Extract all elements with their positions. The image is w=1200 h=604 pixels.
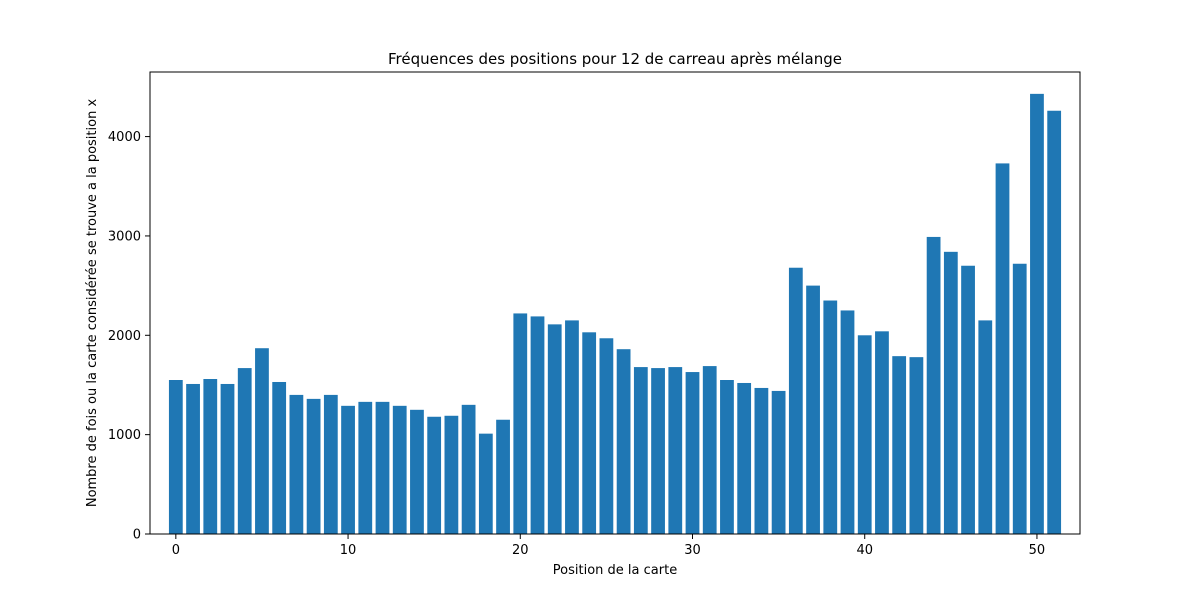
plot-frame — [149, 71, 1081, 535]
bar-position-25 — [599, 338, 614, 534]
bar-position-11 — [358, 401, 373, 534]
bar-position-29 — [668, 367, 683, 534]
bar-position-6 — [272, 381, 287, 534]
bar-position-32 — [720, 380, 734, 534]
x-tick-label: 40 — [856, 543, 873, 558]
bar-position-4 — [237, 368, 252, 534]
x-tick-label: 0 — [172, 543, 180, 558]
bar-position-26 — [616, 349, 631, 534]
bar-position-47 — [978, 320, 993, 534]
x-tick-label: 30 — [684, 543, 701, 558]
y-tick-label: 3000 — [108, 229, 141, 244]
bar-position-10 — [341, 405, 355, 534]
bar-position-13 — [392, 405, 407, 534]
bar-position-17 — [461, 404, 476, 534]
y-tick-label: 2000 — [108, 329, 141, 344]
bar-position-33 — [737, 382, 752, 534]
bar-position-39 — [840, 310, 855, 534]
x-tick-label: 20 — [512, 543, 529, 558]
bar-position-28 — [651, 368, 665, 534]
bar-position-30 — [685, 372, 700, 534]
y-axis-ticks: 0 1000 2000 3000 4000 — [108, 130, 150, 543]
chart-title: Fréquences des positions pour 12 de carr… — [388, 50, 842, 68]
bar-position-2 — [203, 379, 218, 534]
bar-position-46 — [961, 265, 975, 534]
bar-position-43 — [909, 357, 924, 534]
bars-layer — [168, 93, 1062, 535]
y-tick-label: 4000 — [108, 130, 141, 145]
bar-position-18 — [478, 433, 493, 534]
bar-position-31 — [702, 366, 717, 534]
x-axis-label: Position de la carte — [553, 563, 677, 578]
y-tick-label: 0 — [133, 528, 141, 543]
bar-position-20 — [513, 313, 528, 534]
bar-position-5 — [255, 348, 269, 534]
bar-position-40 — [857, 335, 872, 534]
bar-position-8 — [306, 398, 321, 534]
x-tick-label: 10 — [340, 543, 357, 558]
bar-position-48 — [995, 163, 1010, 534]
bar-position-19 — [496, 419, 510, 534]
bar-position-16 — [444, 415, 459, 534]
bar-position-21 — [530, 316, 545, 534]
bar-position-44 — [926, 236, 941, 534]
bar-position-36 — [788, 267, 803, 534]
bar-position-12 — [375, 401, 390, 534]
bar-position-41 — [875, 331, 889, 534]
x-tick-label: 50 — [1029, 543, 1046, 558]
bar-position-35 — [771, 390, 786, 534]
bar-position-23 — [565, 320, 579, 534]
bar-position-14 — [410, 409, 424, 534]
bar-position-7 — [289, 394, 304, 534]
bar-position-27 — [633, 367, 648, 534]
bar-position-1 — [186, 383, 200, 534]
bar-position-42 — [892, 356, 907, 534]
bar-position-37 — [806, 285, 820, 534]
y-tick-label: 1000 — [108, 428, 141, 443]
bar-position-34 — [754, 387, 769, 534]
bar-position-38 — [823, 300, 838, 534]
bar-position-50 — [1030, 93, 1044, 535]
bar-position-24 — [582, 332, 597, 534]
bar-position-51 — [1047, 110, 1062, 534]
bar-position-3 — [220, 383, 235, 534]
bar-position-15 — [427, 416, 442, 534]
bar-position-9 — [323, 394, 338, 534]
bar-position-0 — [168, 380, 183, 534]
bar-position-45 — [943, 251, 958, 534]
y-axis-label: Nombre de fois ou la carte considérée se… — [85, 99, 100, 508]
bar-position-49 — [1012, 263, 1027, 534]
x-axis-ticks: 0 10 20 30 40 50 — [172, 534, 1046, 558]
bar-position-22 — [547, 324, 562, 534]
